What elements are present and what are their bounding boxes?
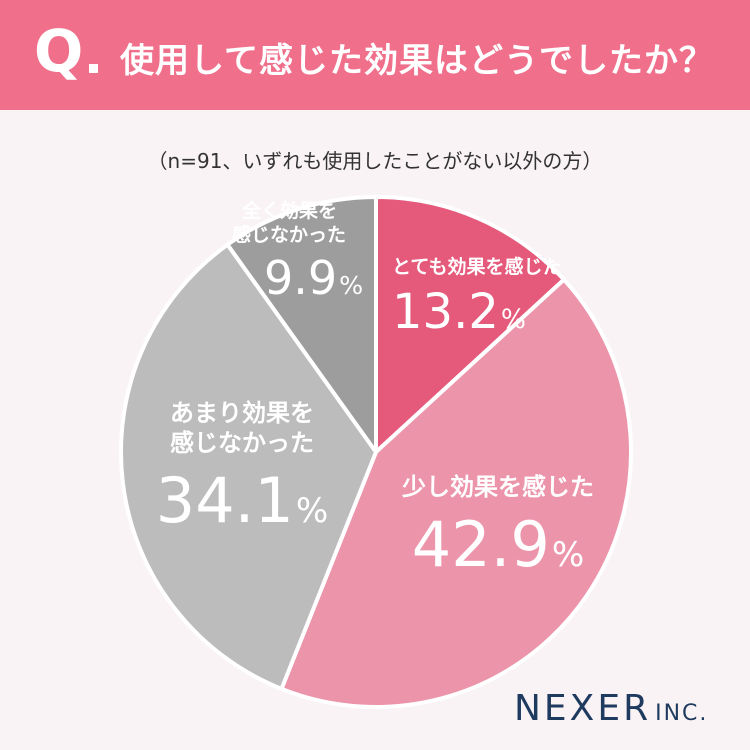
- slice-somewhat-effective: [279, 277, 633, 709]
- slice-value: 34.1%: [155, 464, 329, 537]
- nexer-logo: NEXER INC.: [514, 688, 708, 729]
- slice-label-very-effective: とても効果を感じた 13.2%: [392, 256, 592, 342]
- slice-label-somewhat-effective: 少し効果を感じた 42.9%: [378, 472, 618, 584]
- slice-label-not-very-effective: あまり効果を 感じなかった 34.1%: [142, 398, 342, 540]
- slice-value: 9.9%: [264, 250, 364, 305]
- question-title: 使用して感じた効果はどうでしたか？: [120, 41, 714, 81]
- slice-not-effective: [225, 195, 378, 454]
- slice-not-very-effective: [119, 242, 378, 691]
- slice-value: 42.9%: [411, 508, 585, 581]
- slice-label-line1: 全く効果を: [242, 200, 338, 222]
- q-label: Q: [34, 17, 84, 85]
- slice-very-effective: [374, 195, 566, 454]
- slice-value: 13.2%: [392, 283, 526, 340]
- q-dot: [89, 64, 98, 73]
- logo-suffix: INC.: [655, 701, 709, 726]
- slice-label-line2: 感じなかった: [170, 429, 314, 457]
- sample-note: （n=91、いずれも使用したことがない以外の方）: [147, 149, 603, 173]
- slice-label-text: とても効果を感じた: [392, 256, 562, 278]
- slice-label-line2: 感じなかった: [232, 223, 347, 246]
- slice-label-not-effective: 全く効果を 感じなかった 9.9%: [232, 200, 372, 307]
- slice-label-line1: あまり効果を: [170, 399, 314, 427]
- logo-name: NEXER: [514, 688, 652, 729]
- question-header: Q 使用して感じた効果はどうでしたか？: [0, 0, 750, 110]
- slice-label-text: 少し効果を感じた: [402, 473, 594, 501]
